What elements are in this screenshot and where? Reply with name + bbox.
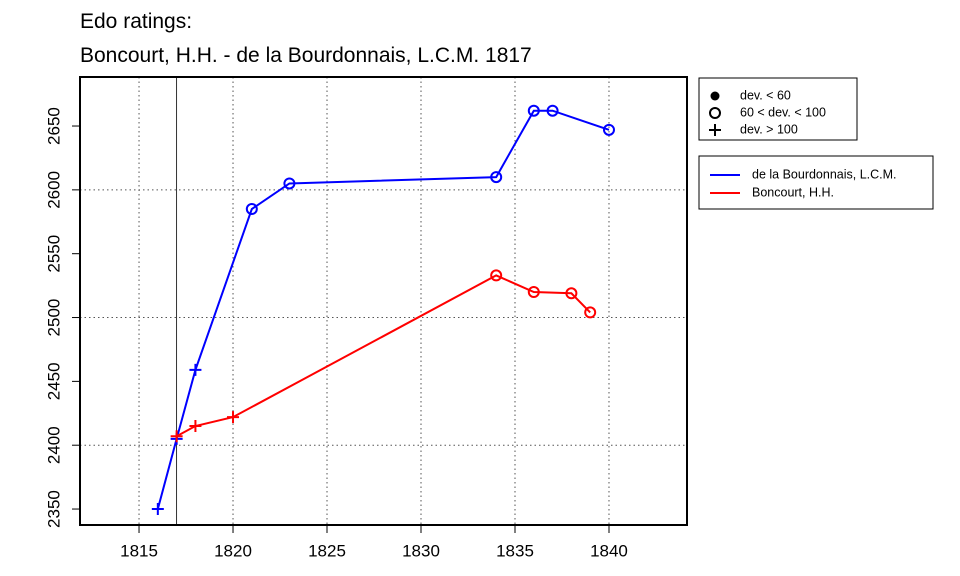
marker <box>490 171 503 184</box>
marker <box>490 269 503 282</box>
legend-label: dev. > 100 <box>740 122 798 136</box>
chart-title: Edo ratings: <box>80 10 192 33</box>
y-tick-label: 2450 <box>44 362 63 400</box>
marker <box>584 306 597 319</box>
legend-label: 60 < dev. < 100 <box>740 105 826 119</box>
y-tick-label: 2650 <box>44 107 63 145</box>
x-tick-label: 1820 <box>214 541 252 560</box>
marker <box>602 123 615 136</box>
series-line <box>176 274 591 438</box>
marker <box>189 420 202 433</box>
x-tick-label: 1835 <box>496 541 534 560</box>
legend-box <box>698 77 858 141</box>
marker <box>283 177 296 190</box>
y-tick-label: 2400 <box>44 426 63 464</box>
marker <box>189 363 202 376</box>
x-tick-label: 1825 <box>308 541 346 560</box>
marker <box>245 203 258 216</box>
series-line <box>156 109 610 510</box>
marker <box>527 104 540 117</box>
y-tick-label: 2500 <box>44 299 63 337</box>
x-tick-label: 1830 <box>402 541 440 560</box>
legend-label: Boncourt, H.H. <box>752 185 834 199</box>
marker <box>227 411 240 424</box>
legend-marker <box>709 124 721 136</box>
legend-label: dev. < 60 <box>740 88 791 102</box>
legend-marker <box>709 107 721 119</box>
y-tick-label: 2550 <box>44 235 63 273</box>
x-tick-label: 1840 <box>590 541 628 560</box>
legend-marker <box>710 91 720 101</box>
marker <box>151 503 164 516</box>
marker <box>546 104 559 117</box>
plot-frame <box>79 76 688 526</box>
chart-subtitle: Boncourt, H.H. - de la Bourdonnais, L.C.… <box>80 44 532 67</box>
y-tick-label: 2600 <box>44 171 63 209</box>
x-tick-label: 1815 <box>120 541 158 560</box>
legend-box <box>698 155 934 210</box>
marker <box>565 287 578 300</box>
legend-label: de la Bourdonnais, L.C.M. <box>752 167 897 181</box>
marker <box>527 285 540 298</box>
y-tick-label: 2350 <box>44 490 63 528</box>
marker <box>170 430 183 443</box>
